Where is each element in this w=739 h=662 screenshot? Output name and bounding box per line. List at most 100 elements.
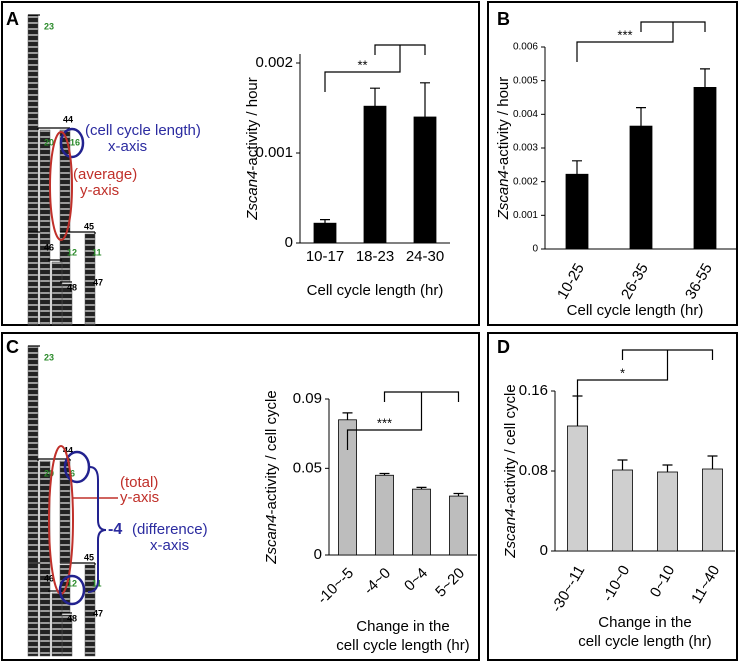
cell-lineage [39, 129, 51, 326]
highlight-oval [49, 131, 73, 241]
highlight-oval [58, 574, 86, 606]
error-bar [572, 395, 583, 426]
x-tick-label: -4~0 [361, 565, 395, 599]
bar [629, 125, 653, 250]
significance-label: ** [357, 57, 367, 72]
bar [375, 474, 394, 556]
diagram-annotation: y-axis [120, 489, 159, 506]
x-axis-label: Cell cycle length (hr) [567, 302, 704, 319]
diagram-annotation: -4 [108, 521, 122, 538]
error-bar [379, 472, 390, 476]
y-tick-label: 0 [285, 234, 293, 251]
cell-label: 6 [70, 468, 75, 478]
y-tick-label: 0.05 [293, 459, 322, 476]
x-tick-label: -10~0 [599, 562, 633, 604]
error-bar [416, 486, 427, 490]
x-tick-label: 10-25 [554, 260, 588, 302]
error-bar [617, 459, 628, 470]
panel-frame [487, 332, 738, 661]
y-tick-label: 0.001 [513, 210, 538, 221]
x-tick-label: 26-35 [618, 260, 652, 302]
cell-lineage [39, 460, 51, 657]
bar [413, 116, 437, 244]
y-tick-label: 0.16 [519, 382, 548, 399]
cell-label: 48 [67, 613, 77, 623]
error-bar [700, 68, 710, 88]
cell-label: 45 [84, 221, 94, 231]
y-axis-label: Zscan4-activity / hour [244, 77, 261, 221]
panel-frame [1, 332, 480, 661]
diagram-annotation: (total) [120, 474, 158, 491]
x-tick-label: 5~20 [432, 565, 468, 601]
significance-label: *** [617, 27, 632, 42]
cell-label: 47 [93, 277, 103, 287]
cell-label: 46 [44, 573, 54, 583]
diagram-annotation: (average) [73, 166, 137, 183]
y-axis-label-part: Zscan4 [263, 515, 280, 565]
panel-frame [487, 1, 738, 326]
significance-bracket [576, 350, 669, 400]
y-axis-label: Zscan4-activity / cell cycle [502, 384, 519, 558]
bar [313, 222, 337, 244]
x-tick-label: 36-55 [682, 260, 716, 302]
significance-bracket [324, 45, 401, 92]
bar [565, 173, 589, 250]
cell-label: 12 [67, 247, 77, 257]
significance-bracket [346, 392, 423, 450]
significance-bracket [374, 44, 426, 55]
error-bar [707, 455, 718, 469]
bar [702, 468, 723, 552]
y-axis-label-part: -activity / hour [495, 77, 512, 170]
cell-lineage [84, 564, 96, 657]
cell-label: 46 [44, 242, 54, 252]
cell-lineage [51, 592, 63, 657]
cell-label: 47 [93, 608, 103, 618]
cell-label: 44 [63, 445, 73, 455]
x-tick-label: 0~10 [647, 562, 679, 600]
y-tick-label: 0.002 [513, 176, 538, 187]
x-tick-label: 24-30 [406, 248, 444, 265]
y-tick-label: 0 [314, 546, 322, 563]
cell-label: 48 [67, 282, 77, 292]
cell-label: 11 [92, 247, 102, 257]
bar [363, 105, 387, 244]
panel-frame [1, 1, 480, 326]
x-axis-label: cell cycle length (hr) [578, 633, 711, 650]
y-tick-label: 0.08 [519, 462, 548, 479]
bar [657, 471, 678, 552]
bar [612, 469, 633, 552]
cell-lineage [27, 345, 39, 657]
y-tick-label: 0.002 [255, 54, 293, 71]
cell-label: 16 [70, 137, 80, 147]
y-axis-label-part: Zscan4 [244, 171, 261, 221]
highlight-oval [63, 450, 91, 484]
cell-lineage [51, 261, 63, 326]
y-tick-label: 0 [532, 244, 538, 255]
cell-lineage [84, 233, 96, 326]
panel-label: B [497, 9, 510, 29]
significance-bracket [576, 22, 674, 62]
y-axis-label-part: -activity / cell cycle [502, 384, 519, 508]
y-axis-label: Zscan4-activity / hour [495, 77, 512, 221]
x-tick-label: 10-17 [306, 248, 344, 265]
x-axis-label: Change in the [598, 614, 691, 631]
x-axis-label: cell cycle length (hr) [336, 637, 469, 654]
error-bar [662, 464, 673, 472]
cell-label: 20 [44, 468, 54, 478]
cell-label: 23 [44, 21, 54, 31]
diagram-annotation: (difference) [132, 521, 208, 538]
diagram-annotation: (cell cycle length) [85, 122, 201, 139]
cell-label: 20 [44, 137, 54, 147]
error-bar [453, 492, 464, 497]
bar [567, 425, 588, 552]
cell-label: 23 [44, 352, 54, 362]
cell-lineage [27, 14, 39, 326]
cell-label: 44 [63, 114, 73, 124]
x-axis-label: Cell cycle length (hr) [307, 282, 444, 299]
y-axis-label-part: Zscan4 [502, 509, 519, 559]
y-tick-label: 0.09 [293, 390, 322, 407]
bar [412, 488, 431, 556]
cell-label: 12 [67, 578, 77, 588]
x-tick-label: 0~4 [401, 565, 431, 595]
